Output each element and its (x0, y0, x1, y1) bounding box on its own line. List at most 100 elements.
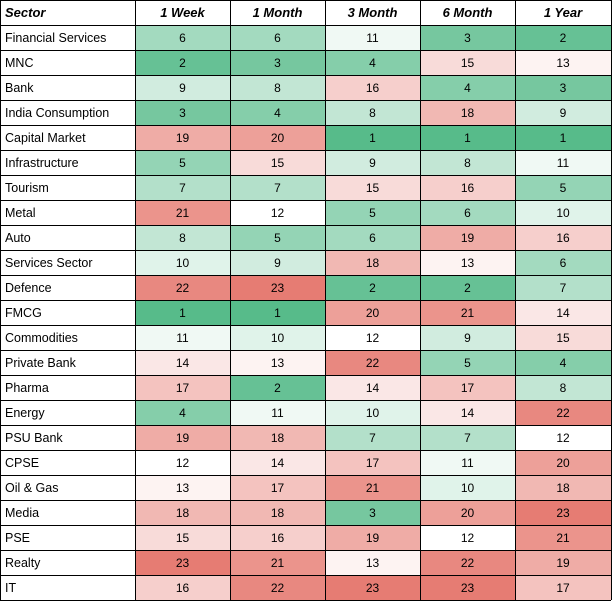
cell-value: 21 (176, 206, 190, 220)
heatmap-cell (515, 475, 611, 500)
heatmap-cell (135, 325, 230, 350)
sector-label: Metal (5, 206, 36, 220)
heatmap-cell (135, 150, 230, 175)
cell-value: 5 (369, 206, 376, 220)
cell-value: 14 (556, 306, 570, 320)
cell-value: 5 (464, 356, 471, 370)
cell-value: 18 (556, 481, 570, 495)
cell-value: 19 (556, 556, 570, 570)
column-header: 1 Month (253, 5, 303, 20)
heatmap-cell (515, 100, 611, 125)
heatmap-cell (325, 375, 420, 400)
heatmap-cell (515, 175, 611, 200)
cell-value: 3 (179, 106, 186, 120)
heatmap-cell (420, 375, 515, 400)
heatmap-cell (515, 525, 611, 550)
heatmap-cell (420, 250, 515, 275)
cell-value: 10 (556, 206, 570, 220)
cell-value: 15 (461, 56, 475, 70)
heatmap-cell (230, 250, 325, 275)
heatmap-cell (515, 200, 611, 225)
cell-value: 18 (176, 506, 190, 520)
cell-value: 6 (274, 31, 281, 45)
cell-value: 17 (366, 456, 380, 470)
heatmap-cell (515, 425, 611, 450)
cell-value: 6 (464, 206, 471, 220)
cell-value: 4 (274, 106, 281, 120)
cell-value: 3 (464, 31, 471, 45)
heatmap-cell (420, 450, 515, 475)
heatmap-cell (515, 400, 611, 425)
heatmap-cell (515, 450, 611, 475)
sector-label: Infrastructure (5, 156, 79, 170)
cell-value: 9 (464, 331, 471, 345)
cell-value: 22 (366, 356, 380, 370)
sector-label: MNC (5, 56, 33, 70)
heatmap-cell (135, 75, 230, 100)
heatmap-cell (230, 100, 325, 125)
sector-label: PSE (5, 531, 30, 545)
cell-value: 17 (461, 381, 475, 395)
cell-value: 13 (556, 56, 570, 70)
heatmap-cell (325, 500, 420, 525)
heatmap-cell (135, 350, 230, 375)
cell-value: 12 (556, 431, 570, 445)
cell-value: 11 (176, 331, 189, 345)
cell-value: 19 (461, 231, 475, 245)
heatmap-cell (135, 225, 230, 250)
cell-value: 21 (366, 481, 380, 495)
sector-label: Private Bank (5, 356, 77, 370)
cell-value: 4 (560, 356, 567, 370)
heatmap-cell (325, 350, 420, 375)
heatmap-cell (325, 575, 420, 600)
sector-label: Tourism (5, 181, 49, 195)
cell-value: 5 (560, 181, 567, 195)
cell-value: 1 (560, 131, 567, 145)
cell-value: 2 (464, 281, 471, 295)
heatmap-cell (325, 225, 420, 250)
sector-label: Realty (5, 556, 41, 570)
cell-value: 7 (560, 281, 567, 295)
cell-value: 10 (461, 481, 475, 495)
heatmap-cell (230, 25, 325, 50)
cell-value: 10 (366, 406, 380, 420)
sector-label: Capital Market (5, 131, 86, 145)
heatmap-cell (515, 550, 611, 575)
heatmap-cell (230, 50, 325, 75)
heatmap-cell (135, 250, 230, 275)
cell-value: 2 (274, 381, 281, 395)
heatmap-cell (515, 25, 611, 50)
heatmap-cell (230, 175, 325, 200)
cell-value: 17 (556, 581, 570, 595)
heatmap-cell (230, 500, 325, 525)
heatmap-cell (230, 150, 325, 175)
heatmap-cell (230, 200, 325, 225)
heatmap-cell (515, 50, 611, 75)
heatmap-cell (135, 425, 230, 450)
column-header: 1 Year (544, 5, 583, 20)
cell-value: 9 (560, 106, 567, 120)
cell-value: 23 (461, 581, 475, 595)
cell-value: 7 (369, 431, 376, 445)
cell-value: 8 (464, 156, 471, 170)
heatmap-cell (325, 525, 420, 550)
cell-value: 8 (179, 231, 186, 245)
heatmap-cell (135, 500, 230, 525)
cell-value: 14 (366, 381, 380, 395)
column-header: 3 Month (348, 5, 398, 20)
sector-label: Financial Services (5, 31, 106, 45)
sector-label: FMCG (5, 306, 42, 320)
heatmap-cell (135, 525, 230, 550)
heatmap-cell (325, 450, 420, 475)
heatmap-cell (325, 275, 420, 300)
heatmap-cell (135, 550, 230, 575)
cell-value: 19 (176, 131, 190, 145)
heatmap-cell (230, 350, 325, 375)
cell-value: 11 (366, 31, 379, 45)
cell-value: 20 (271, 131, 285, 145)
heatmap-cell (135, 200, 230, 225)
heatmap-cell (515, 500, 611, 525)
cell-value: 15 (176, 531, 190, 545)
cell-value: 19 (366, 531, 380, 545)
